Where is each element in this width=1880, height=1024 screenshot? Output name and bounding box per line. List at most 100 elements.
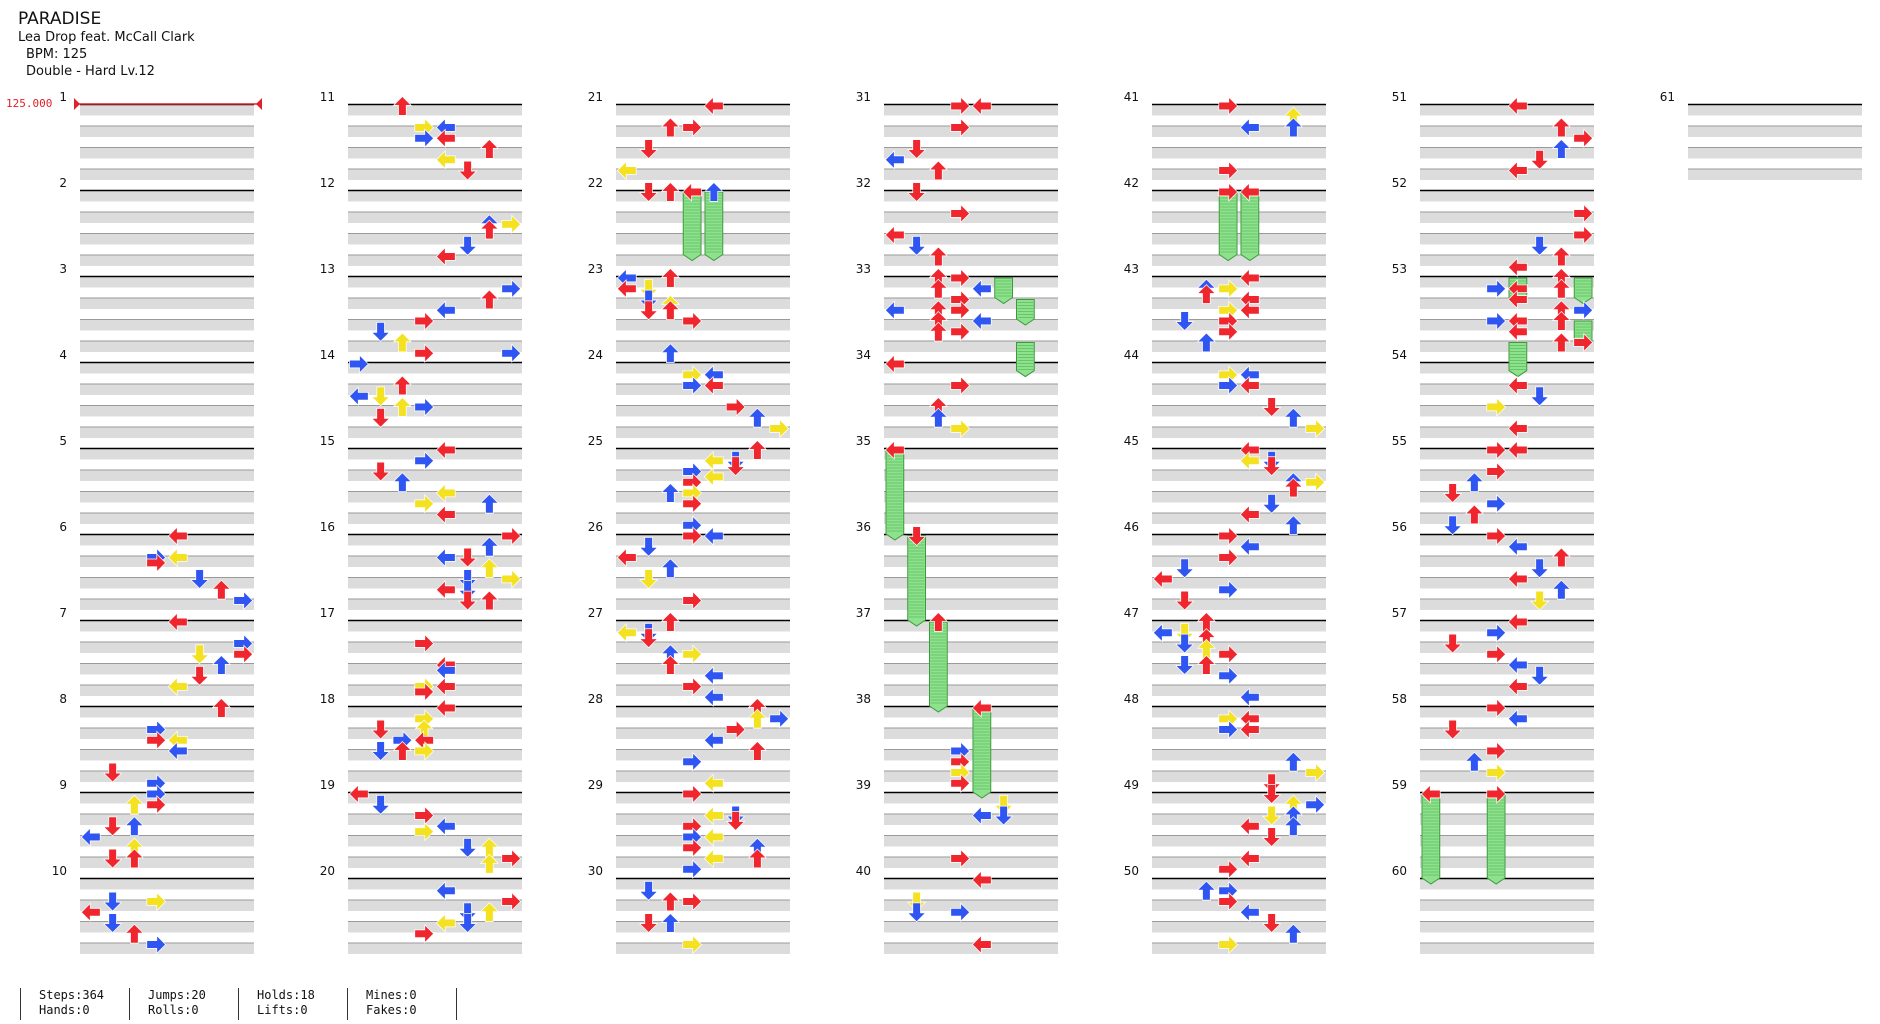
measure-number: 36 (856, 520, 871, 534)
arrow-note-icon (1218, 182, 1239, 202)
arrow-notes (80, 96, 1594, 955)
arrow-note-icon (189, 666, 210, 686)
measure-number: 54 (1392, 348, 1407, 362)
arrow-note-icon (950, 96, 971, 116)
beat-band (348, 879, 522, 890)
stat-row: Mines: 0 (366, 988, 436, 1003)
beat-band (80, 814, 254, 825)
arrow-note-icon (1486, 644, 1507, 664)
beat-band (616, 320, 790, 331)
arrow-note-icon (124, 794, 145, 815)
measure-number: 50 (1124, 864, 1139, 878)
arrow-note-icon (1239, 537, 1260, 557)
beat-band (1420, 298, 1594, 309)
measure-number: 46 (1124, 520, 1139, 534)
arrow-note-icon (124, 923, 145, 944)
arrow-note-icon (1218, 580, 1239, 600)
arrow-note-icon (370, 719, 391, 740)
arrow-note-icon (1239, 719, 1260, 740)
beat-band (80, 771, 254, 782)
beat-band (1420, 578, 1594, 589)
beat-band (1152, 771, 1326, 782)
beat-band (80, 148, 254, 159)
measure-number: 23 (588, 262, 603, 276)
arrow-note-icon (1486, 762, 1507, 783)
beat-band (80, 492, 254, 503)
arrow-note-icon (414, 633, 435, 654)
hold-bar-icon (1218, 191, 1238, 262)
arrow-note-icon (370, 386, 391, 407)
beat-band (348, 814, 522, 825)
beat-band (884, 771, 1058, 782)
arrow-note-icon (906, 139, 927, 159)
arrow-note-icon (1174, 590, 1195, 611)
arrow-note-icon (501, 848, 522, 869)
arrow-note-icon (1239, 902, 1260, 922)
arrow-note-icon (435, 246, 456, 267)
arrow-note-icon (1174, 655, 1195, 675)
beat-band (1420, 191, 1594, 202)
arrow-note-icon (1174, 558, 1195, 579)
measure-number: 61 (1660, 90, 1675, 104)
arrow-note-icon (1239, 117, 1260, 138)
arrow-note-icon (1486, 279, 1507, 299)
arrow-note-icon (1507, 655, 1528, 675)
beat-band (884, 169, 1058, 180)
arrow-note-icon (146, 730, 167, 750)
arrow-note-icon (1529, 236, 1550, 256)
measure-number: 2 (59, 176, 67, 190)
beat-band (884, 814, 1058, 825)
arrow-note-icon (950, 117, 971, 138)
arrow-note-icon (950, 773, 971, 793)
beat-band (1420, 836, 1594, 847)
arrow-note-icon (479, 558, 500, 578)
beat-band (1420, 664, 1594, 675)
beat-band (1420, 105, 1594, 116)
arrow-note-icon (682, 676, 703, 697)
beat-band (348, 212, 522, 223)
beat-band (80, 513, 254, 524)
beat-band (80, 642, 254, 653)
measure-number: 44 (1124, 348, 1139, 362)
measure-number: 14 (320, 348, 335, 362)
beat-band (1688, 126, 1862, 137)
beat-band (348, 234, 522, 245)
stat-value: 0 (191, 1003, 199, 1017)
bpm-marker: 125.000 (6, 97, 262, 110)
arrow-note-icon (435, 440, 456, 460)
arrow-note-icon (1464, 751, 1485, 772)
arrow-note-icon (435, 150, 456, 170)
arrow-note-icon (1486, 741, 1507, 761)
arrow-note-icon (725, 456, 746, 477)
beat-band (1420, 943, 1594, 954)
beat-band (1152, 535, 1326, 546)
beat-band (884, 556, 1058, 567)
arrow-note-icon (1442, 483, 1463, 503)
beat-band (884, 599, 1058, 610)
beat-band (1152, 449, 1326, 460)
beat-band (884, 234, 1058, 245)
arrow-note-icon (435, 483, 456, 503)
beat-band (1420, 341, 1594, 352)
measure-lines (80, 103, 1862, 944)
stat-label: Holds: (257, 988, 301, 1002)
beat-band (80, 126, 254, 137)
arrow-note-icon (1486, 397, 1507, 417)
arrow-note-icon (660, 117, 681, 138)
stat-group: Steps: 364 Hands: 0 (20, 988, 129, 1020)
arrow-note-icon (747, 708, 768, 729)
arrow-note-icon (1529, 150, 1550, 170)
beat-band (1688, 169, 1862, 180)
beat-band (348, 470, 522, 481)
beat-band (80, 728, 254, 739)
hold-bar-icon (1016, 342, 1035, 378)
beat-band (80, 298, 254, 309)
arrow-note-icon (747, 440, 768, 460)
arrow-note-icon (501, 279, 522, 299)
song-header: PARADISE Lea Drop feat. McCall Clark BPM… (18, 10, 195, 80)
beat-band (348, 126, 522, 137)
beat-band (1420, 900, 1594, 911)
arrow-note-icon (1174, 311, 1195, 331)
beat-band (884, 900, 1058, 911)
